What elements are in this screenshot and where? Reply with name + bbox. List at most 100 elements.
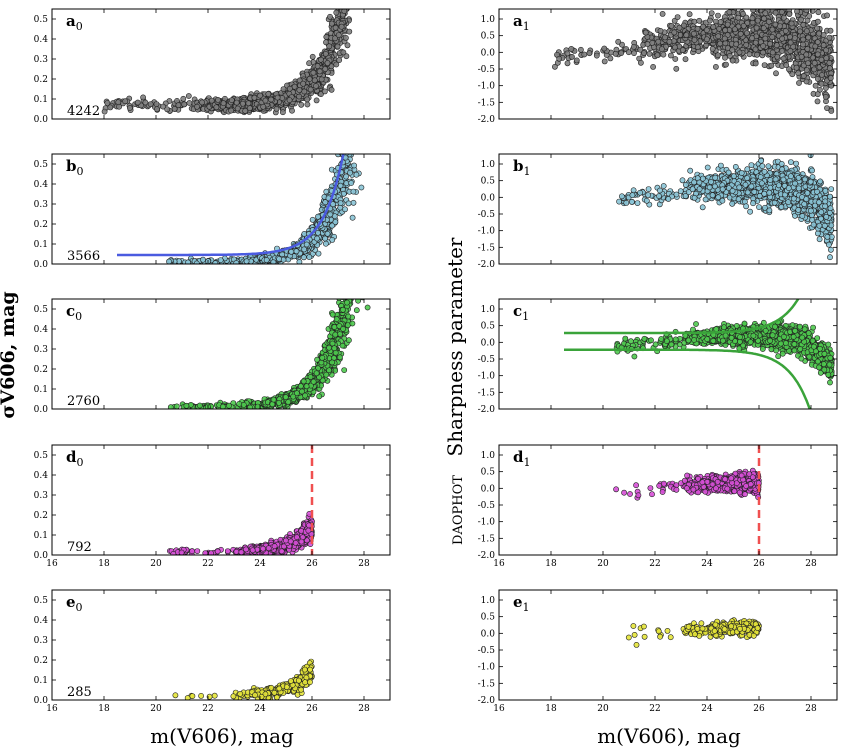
data-point	[147, 101, 154, 107]
data-point	[827, 75, 834, 81]
data-point	[655, 38, 662, 45]
y-tick-label: -1.0	[478, 82, 496, 92]
data-point	[322, 66, 329, 72]
data-point	[344, 2, 349, 7]
data-point	[315, 229, 321, 236]
data-point	[779, 35, 786, 42]
data-point	[101, 108, 108, 115]
data-point	[213, 104, 220, 111]
data-point	[726, 9, 733, 16]
data-point	[356, 154, 359, 155]
data-point	[345, 147, 350, 152]
data-point	[750, 9, 756, 13]
data-point	[343, 53, 350, 60]
data-point	[715, 33, 722, 40]
data-point	[228, 107, 234, 114]
data-point	[315, 213, 321, 220]
data-point	[649, 40, 656, 46]
data-point	[754, 51, 760, 58]
data-point	[332, 24, 339, 31]
data-point	[364, 0, 369, 4]
data-point	[630, 187, 637, 194]
data-point	[301, 88, 308, 95]
data-point	[348, 140, 353, 145]
data-point	[345, 0, 350, 4]
data-point	[823, 85, 829, 91]
data-point	[743, 14, 750, 21]
data-point	[347, 169, 353, 176]
data-point	[349, 146, 354, 151]
data-point	[337, 200, 344, 206]
data-point	[289, 107, 295, 114]
y-tick-label: 0.0	[481, 48, 496, 58]
data-point	[337, 1, 342, 6]
data-point	[310, 69, 317, 76]
y-tick-label: 0.2	[34, 220, 48, 230]
data-point	[815, 9, 822, 16]
data-point	[344, 0, 349, 3]
data-point	[346, 122, 351, 127]
data-point	[805, 60, 811, 66]
data-point	[729, 47, 736, 53]
data-point	[351, 122, 356, 127]
data-point	[323, 39, 329, 46]
data-point	[166, 258, 172, 264]
data-point	[601, 58, 608, 65]
data-point	[338, 0, 343, 1]
data-point	[347, 126, 352, 131]
data-point	[134, 99, 141, 106]
scatter-points	[101, 0, 356, 116]
data-point	[773, 42, 780, 49]
data-point	[353, 171, 360, 178]
data-point	[811, 66, 817, 73]
data-point	[752, 46, 759, 53]
data-point	[288, 248, 295, 255]
data-point	[812, 82, 819, 89]
data-point	[798, 16, 804, 23]
data-point	[826, 65, 833, 72]
data-point	[293, 248, 300, 255]
data-point	[803, 51, 810, 58]
data-point	[672, 44, 678, 51]
y-tick-label: 0.5	[481, 32, 496, 42]
data-point	[789, 71, 796, 78]
data-point	[809, 54, 816, 61]
data-point	[796, 80, 802, 86]
data-point	[185, 93, 192, 99]
data-point	[309, 53, 316, 60]
star-count: 3566	[67, 249, 100, 264]
data-point	[710, 24, 717, 30]
data-point	[654, 52, 661, 59]
data-point	[304, 101, 311, 108]
data-point	[340, 49, 347, 56]
sigma-fit-curve	[117, 154, 345, 257]
data-point	[659, 10, 666, 17]
data-point	[347, 120, 352, 125]
data-point	[343, 132, 348, 137]
data-point	[343, 143, 348, 148]
data-point	[340, 2, 345, 7]
data-point	[345, 121, 350, 126]
data-point	[361, 144, 366, 149]
data-point	[760, 43, 766, 49]
data-point	[774, 53, 781, 60]
data-point	[328, 86, 335, 93]
data-point	[323, 34, 330, 40]
data-point	[631, 50, 637, 56]
data-point	[345, 0, 350, 3]
data-point	[359, 121, 364, 126]
data-point	[115, 99, 122, 106]
data-point	[679, 47, 686, 53]
data-point	[777, 23, 783, 29]
data-point	[671, 29, 678, 36]
y-tick-label: -1.5	[478, 98, 496, 108]
data-point	[736, 49, 743, 56]
data-point	[306, 60, 312, 67]
data-point	[642, 29, 649, 36]
data-point	[722, 54, 728, 61]
data-point	[314, 235, 320, 242]
data-point	[826, 60, 833, 66]
data-point	[228, 97, 235, 103]
data-point	[357, 2, 362, 7]
data-point	[317, 56, 324, 63]
